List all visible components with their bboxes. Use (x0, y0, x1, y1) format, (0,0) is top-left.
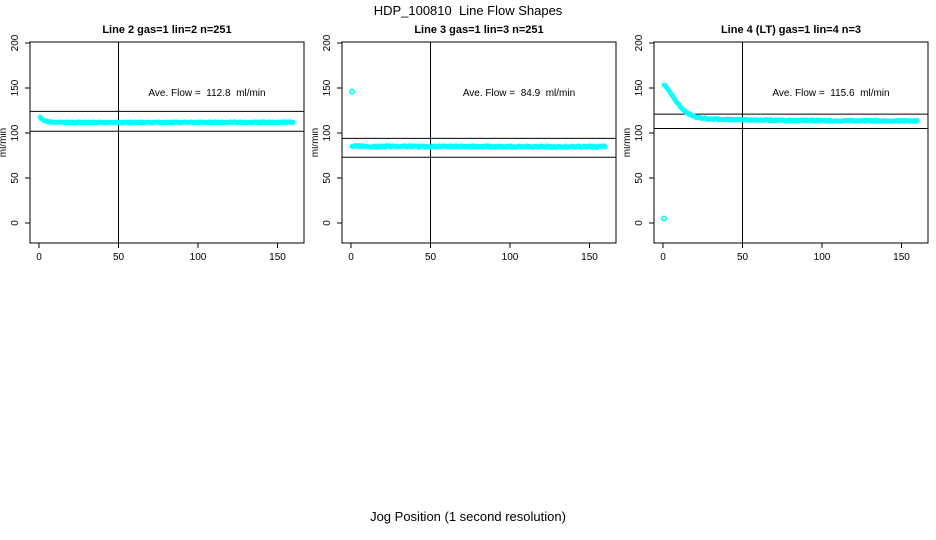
plot-frame (341, 41, 617, 244)
y-axis-tick-label: 150 (322, 79, 333, 96)
x-axis-tick-label: 100 (502, 252, 519, 263)
x-axis-tick-label: 100 (814, 252, 831, 263)
y-axis-tick-label: 50 (322, 172, 333, 184)
figure-title: HDP_100810 Line Flow Shapes (373, 3, 563, 18)
plot-frame (29, 41, 305, 244)
data-point (602, 144, 608, 150)
y-axis-tick-label: 50 (10, 172, 21, 184)
data-point (914, 118, 920, 124)
outlier-point (660, 215, 667, 222)
x-axis-tick-label: 50 (737, 252, 749, 263)
y-axis-tick-label: 0 (322, 220, 333, 226)
panel-title: Line 2 gas=1 lin=2 n=251 (102, 24, 231, 36)
y-axis-tick-label: 200 (10, 34, 21, 51)
x-axis-tick-label: 0 (348, 252, 354, 263)
panel-line-2-plot: Line 2 gas=1 lin=2 n=251 Ave. Flow = 112… (0, 24, 305, 263)
average-flow-annotation: Ave. Flow = 84.9 ml/min (463, 88, 575, 99)
x-axis-tick-label: 50 (425, 252, 437, 263)
y-axis-label: ml/min (312, 128, 321, 157)
panel-line-4-plot: Line 4 (LT) gas=1 lin=4 n=3 Ave. Flow = … (624, 24, 929, 263)
y-axis-tick-label: 200 (322, 34, 333, 51)
x-axis-tick-label: 0 (660, 252, 666, 263)
y-axis-tick-label: 200 (634, 34, 645, 51)
x-axis-tick-label: 150 (581, 252, 598, 263)
panel-line-3-plot: Line 3 gas=1 lin=3 n=251 Ave. Flow = 84.… (312, 24, 617, 263)
y-axis-tick-label: 100 (634, 124, 645, 141)
y-axis-label: ml/min (624, 128, 633, 157)
panel-title: Line 4 (LT) gas=1 lin=4 n=3 (721, 24, 861, 36)
y-axis-tick-label: 100 (322, 124, 333, 141)
x-axis-tick-label: 150 (269, 252, 286, 263)
data-point (290, 119, 296, 125)
y-axis-tick-label: 100 (10, 124, 21, 141)
x-axis-tick-label: 100 (190, 252, 207, 263)
y-axis-tick-label: 50 (634, 172, 645, 184)
y-axis-tick-label: 0 (634, 220, 645, 226)
outer-x-axis-label: Jog Position (1 second resolution) (370, 509, 566, 524)
panel-line-3: Line 3 gas=1 lin=3 n=251 Ave. Flow = 84.… (312, 0, 624, 280)
average-flow-annotation: Ave. Flow = 112.8 ml/min (148, 88, 265, 99)
x-axis-tick-label: 50 (113, 252, 125, 263)
plot-frame (653, 41, 929, 244)
y-axis-label: ml/min (0, 128, 9, 157)
panel-title: Line 3 gas=1 lin=3 n=251 (414, 24, 543, 36)
outlier-point (348, 88, 355, 95)
panel-line-4: Line 4 (LT) gas=1 lin=4 n=3 Ave. Flow = … (624, 0, 936, 280)
y-axis-tick-label: 150 (634, 79, 645, 96)
y-axis-tick-label: 150 (10, 79, 21, 96)
average-flow-annotation: Ave. Flow = 115.6 ml/min (772, 88, 889, 99)
panel-line-2: Line 2 gas=1 lin=2 n=251 Ave. Flow = 112… (0, 0, 312, 280)
y-axis-tick-label: 0 (10, 220, 21, 226)
x-axis-tick-label: 150 (893, 252, 910, 263)
x-axis-tick-label: 0 (36, 252, 42, 263)
